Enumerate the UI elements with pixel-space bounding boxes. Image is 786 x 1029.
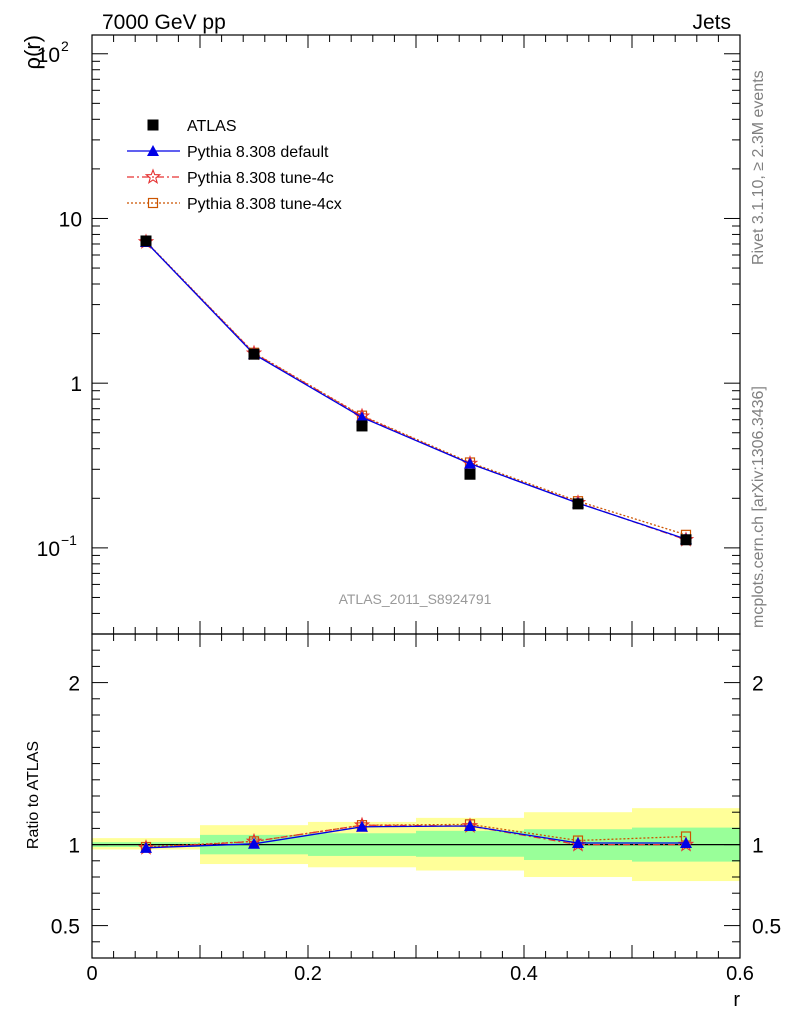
ratio-series-line <box>145 825 686 849</box>
data-point <box>680 836 692 848</box>
series-atlas <box>140 235 692 546</box>
x-ticks <box>91 35 741 958</box>
ratio-y-tick-label-right: 1 <box>752 835 764 858</box>
data-point <box>464 819 476 831</box>
legend-item-tune4cx: Pythia 8.308 tune-4cx <box>127 196 342 213</box>
header-right-label: Jets <box>692 11 731 34</box>
series-default <box>140 235 692 545</box>
data-point <box>464 468 476 480</box>
y-tick-label: 10 2 <box>37 38 69 67</box>
y-tick-base: 10 <box>37 538 60 561</box>
data-point <box>147 145 159 156</box>
data-point <box>464 457 476 469</box>
series-tune4c <box>137 233 695 547</box>
series-line <box>145 241 687 536</box>
x-tick-label: 0.2 <box>294 963 322 985</box>
main-y-label: ρ(r) <box>20 35 45 70</box>
x-axis-label: r <box>733 989 740 1011</box>
legend-label: ATLAS <box>187 118 237 135</box>
data-point <box>356 820 368 832</box>
y-tick-base: 1 <box>70 373 82 396</box>
legend-label: Pythia 8.308 tune-4c <box>187 170 334 187</box>
data-point <box>144 168 162 184</box>
y-tick-exponent: −1 <box>61 532 77 548</box>
data-point <box>248 837 260 849</box>
data-point <box>248 348 260 360</box>
y-tick-label: 10 −1 <box>37 532 78 561</box>
ratio-series-line <box>145 823 687 848</box>
data-point <box>356 411 368 423</box>
ratio-y-tick-label: 2 <box>68 673 80 696</box>
data-point <box>572 498 584 510</box>
data-point <box>140 841 152 853</box>
y-tick-label: 10 <box>59 208 82 231</box>
ratio-y-label: Ratio to ATLAS <box>25 741 42 849</box>
legend-item-tune4c: Pythia 8.308 tune-4c <box>127 168 334 187</box>
data-point <box>147 119 159 131</box>
series-line <box>145 241 687 540</box>
series-tune4cx <box>140 236 692 540</box>
x-tick-label: 0.4 <box>510 963 538 985</box>
x-tick-label: 0.6 <box>726 963 754 985</box>
legend-label: Pythia 8.308 default <box>187 144 329 161</box>
ratio-y-tick-label: 1 <box>68 835 80 858</box>
y-tick-label: 1 <box>70 373 82 396</box>
ratio-y-tick-label-right: 0.5 <box>752 916 781 939</box>
y-tick-base: 10 <box>37 44 60 67</box>
legend-item-default: Pythia 8.308 default <box>127 144 329 161</box>
x-tick-label: 0 <box>86 963 97 985</box>
ratio-y-ticks <box>92 649 740 943</box>
rivet-side-label: Rivet 3.1.10, ≥ 2.3M events <box>750 70 767 265</box>
data-point <box>140 235 152 247</box>
data-point <box>356 420 368 432</box>
legend-label: Pythia 8.308 tune-4cx <box>187 196 342 213</box>
watermark: ATLAS_2011_S8924791 <box>339 591 492 607</box>
data-point <box>147 197 159 209</box>
data-point <box>680 534 692 546</box>
ratio-plot-frame <box>91 633 741 959</box>
ratio-series-line <box>145 824 686 849</box>
legend: ATLAS Pythia 8.308 default Pythia 8.308 tu… <box>127 118 342 213</box>
y-tick-exponent: 2 <box>61 38 69 54</box>
mcplots-side-label: mcplots.cern.ch [arXiv:1306.3436] <box>750 386 767 628</box>
y-tick-base: 10 <box>59 208 82 231</box>
stat-uncertainty-band <box>416 830 524 857</box>
ratio-y-tick-label: 0.5 <box>51 916 80 939</box>
ratio-y-tick-label-right: 2 <box>752 673 764 696</box>
main-y-ticks <box>92 53 740 635</box>
header-left-label: 7000 GeV pp <box>102 11 226 34</box>
series-line <box>145 241 687 541</box>
legend-item-atlas: ATLAS <box>147 118 237 135</box>
data-point <box>572 836 584 848</box>
ratio-series-default <box>140 819 692 853</box>
